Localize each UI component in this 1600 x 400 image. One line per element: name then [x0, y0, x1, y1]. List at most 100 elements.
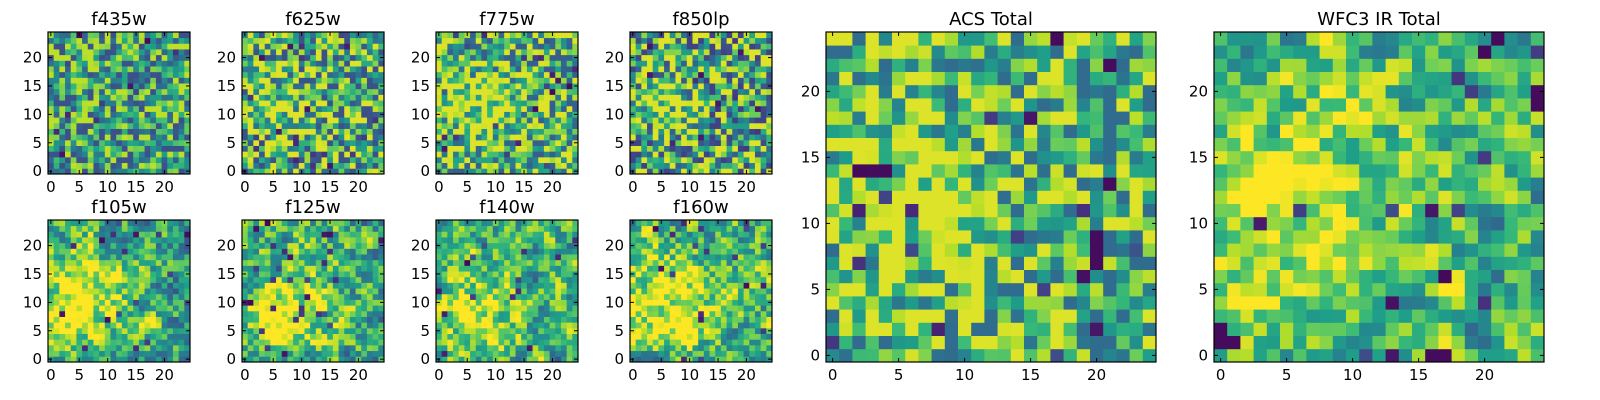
heatmap-cell	[532, 225, 539, 232]
heatmap-cell	[155, 71, 162, 78]
heatmap-cell	[737, 128, 744, 135]
heatmap-cell	[184, 134, 191, 141]
heatmap-cell	[703, 356, 710, 363]
heatmap-cell	[361, 242, 368, 249]
heatmap-cell	[116, 60, 123, 67]
heatmap-cell	[441, 117, 448, 124]
heatmap-cell	[532, 276, 539, 283]
heatmap-cell	[264, 237, 271, 244]
heatmap-cell	[76, 316, 83, 323]
heatmap-cell	[475, 100, 482, 107]
heatmap-cell	[487, 242, 494, 249]
heatmap-cell	[458, 54, 465, 61]
heatmap-cell	[161, 88, 168, 95]
heatmap-cell	[555, 237, 562, 244]
heatmap-cell	[247, 333, 254, 340]
heatmap-cell	[59, 71, 66, 78]
heatmap-cell	[104, 128, 111, 135]
y-tick-label: 15	[605, 77, 624, 95]
heatmap-cell	[521, 271, 528, 278]
heatmap-cell	[658, 322, 665, 329]
heatmap-cell	[293, 356, 300, 363]
heatmap-cell	[70, 156, 77, 164]
heatmap-cell	[532, 151, 539, 158]
heatmap-cell	[321, 276, 328, 283]
heatmap-cell	[458, 128, 465, 135]
heatmap-cell	[715, 71, 722, 78]
heatmap-cell	[287, 225, 294, 232]
heatmap-cell	[259, 111, 266, 118]
heatmap-cell	[703, 66, 710, 73]
heatmap-cell	[515, 322, 522, 329]
heatmap-cell	[641, 54, 648, 61]
heatmap-cell	[543, 151, 550, 158]
heatmap-cell	[652, 54, 659, 61]
heatmap-cell	[332, 254, 339, 261]
heatmap-cell	[315, 271, 322, 278]
heatmap-cell	[504, 60, 511, 67]
heatmap-cell	[647, 139, 654, 146]
heatmap-cell	[720, 356, 727, 363]
heatmap-cell	[692, 100, 699, 107]
heatmap-cell	[760, 60, 767, 67]
heatmap-cell	[144, 145, 151, 152]
heatmap-cell	[441, 305, 448, 312]
heatmap-cell	[566, 128, 573, 135]
heatmap-cell	[242, 49, 249, 56]
heatmap-cell	[737, 54, 744, 61]
heatmap-cell	[287, 237, 294, 244]
heatmap-cell	[344, 105, 351, 112]
heatmap-cell	[264, 77, 271, 84]
heatmap-cell	[76, 66, 83, 73]
heatmap-cell	[675, 94, 682, 101]
heatmap-cell	[93, 111, 100, 118]
heatmap-cell	[247, 77, 254, 84]
heatmap-cell	[82, 88, 89, 95]
heatmap-cell	[127, 316, 134, 323]
heatmap-cell	[692, 288, 699, 295]
heatmap-cell	[703, 293, 710, 300]
heatmap-cell	[675, 305, 682, 312]
heatmap-cell	[93, 77, 100, 84]
heatmap-cell	[138, 49, 145, 56]
heatmap-cell	[686, 94, 693, 101]
heatmap-cell	[509, 293, 516, 300]
heatmap-cell	[492, 88, 499, 95]
heatmap-cell	[664, 49, 671, 56]
heatmap-cell	[304, 305, 311, 312]
heatmap-cell	[686, 128, 693, 135]
heatmap-cell	[635, 339, 642, 346]
heatmap-cell	[298, 248, 305, 255]
heatmap-cell	[242, 117, 249, 124]
heatmap-cell	[572, 276, 579, 283]
heatmap-cell	[698, 299, 705, 306]
heatmap-cell	[760, 333, 767, 340]
heatmap-cell	[647, 83, 654, 90]
heatmap-cell	[338, 282, 345, 289]
heatmap-cell	[161, 344, 168, 352]
heatmap-cell	[766, 60, 773, 67]
heatmap-cell	[481, 111, 488, 118]
heatmap-cell	[543, 83, 550, 90]
heatmap-cell	[487, 32, 494, 39]
heatmap-cell	[53, 32, 60, 39]
heatmap-cell	[732, 77, 739, 84]
heatmap-cell	[549, 333, 556, 340]
heatmap-cell	[532, 128, 539, 135]
heatmap-cell	[338, 242, 345, 249]
heatmap-cell	[647, 310, 654, 317]
heatmap-cell	[458, 122, 465, 129]
heatmap-cell	[509, 248, 516, 255]
heatmap-cell	[242, 94, 249, 101]
heatmap-cell	[304, 282, 311, 289]
heatmap-cell	[150, 316, 157, 323]
heatmap-cell	[298, 134, 305, 141]
heatmap-cell	[526, 248, 533, 255]
heatmap-cell	[737, 122, 744, 129]
heatmap-cell	[172, 237, 180, 244]
heatmap-cell	[48, 276, 55, 283]
heatmap-cell	[464, 322, 471, 329]
heatmap-cell	[698, 271, 705, 278]
heatmap-cell	[703, 43, 710, 50]
heatmap-cell	[167, 344, 174, 352]
